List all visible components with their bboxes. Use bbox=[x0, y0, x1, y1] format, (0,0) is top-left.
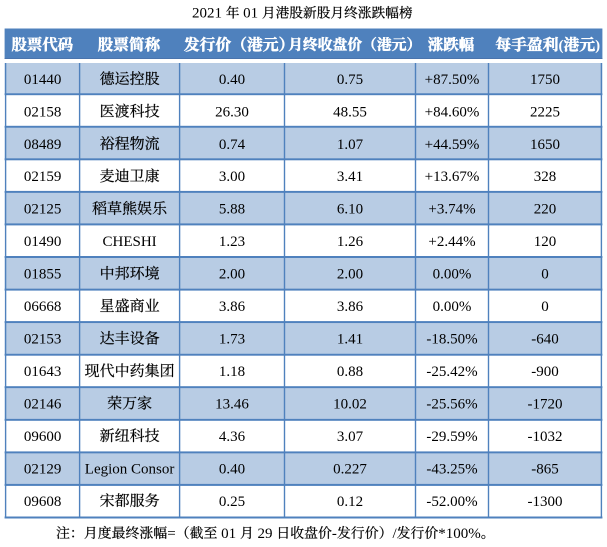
svg-text:01490: 01490 bbox=[24, 234, 62, 250]
svg-text:-1032: -1032 bbox=[528, 429, 563, 445]
svg-text:0.74: 0.74 bbox=[219, 137, 246, 153]
svg-text:): ) bbox=[595, 38, 600, 54]
svg-text:1.07: 1.07 bbox=[337, 137, 364, 153]
svg-text:1.26: 1.26 bbox=[337, 234, 364, 250]
svg-text:0.00%: 0.00% bbox=[433, 267, 472, 283]
svg-text:0.88: 0.88 bbox=[337, 364, 363, 380]
svg-text:01855: 01855 bbox=[24, 267, 62, 283]
svg-text:02158: 02158 bbox=[24, 104, 62, 120]
svg-text:-29.59%: -29.59% bbox=[426, 429, 477, 445]
svg-text:CHESHI: CHESHI bbox=[103, 234, 157, 250]
svg-text:4.36: 4.36 bbox=[219, 429, 246, 445]
svg-text:13.46: 13.46 bbox=[215, 396, 249, 412]
svg-text:2225: 2225 bbox=[530, 104, 560, 120]
svg-text:0.25: 0.25 bbox=[219, 494, 245, 510]
svg-text:01: 01 bbox=[217, 526, 240, 542]
svg-text:02159: 02159 bbox=[24, 169, 62, 185]
svg-text:-1300: -1300 bbox=[528, 494, 563, 510]
svg-text:01440: 01440 bbox=[24, 72, 62, 88]
svg-text:1.41: 1.41 bbox=[337, 332, 363, 348]
svg-text:+3.74%: +3.74% bbox=[428, 202, 475, 218]
svg-text:+13.67%: +13.67% bbox=[425, 169, 480, 185]
svg-text:3.86: 3.86 bbox=[219, 299, 246, 315]
svg-text:48.55: 48.55 bbox=[333, 104, 367, 120]
svg-text:6.10: 6.10 bbox=[337, 202, 363, 218]
svg-text:02125: 02125 bbox=[24, 202, 62, 218]
svg-text:1.18: 1.18 bbox=[219, 364, 245, 380]
svg-text:=: = bbox=[167, 526, 175, 542]
svg-text:-: - bbox=[332, 526, 337, 542]
svg-text:-18.50%: -18.50% bbox=[426, 332, 477, 348]
svg-text:120: 120 bbox=[534, 234, 557, 250]
svg-text:0.00%: 0.00% bbox=[433, 299, 472, 315]
svg-text:0.40: 0.40 bbox=[219, 461, 245, 477]
svg-text:-25.42%: -25.42% bbox=[426, 364, 477, 380]
svg-text:+44.59%: +44.59% bbox=[425, 137, 480, 153]
svg-text:5.88: 5.88 bbox=[219, 202, 245, 218]
svg-text:0.75: 0.75 bbox=[337, 72, 363, 88]
svg-text:-640: -640 bbox=[531, 332, 559, 348]
svg-text:-43.25%: -43.25% bbox=[426, 461, 477, 477]
svg-text:29: 29 bbox=[254, 526, 276, 542]
svg-text:01643: 01643 bbox=[24, 364, 62, 380]
svg-text:0: 0 bbox=[541, 267, 549, 283]
svg-text:3.00: 3.00 bbox=[219, 169, 245, 185]
svg-text:1650: 1650 bbox=[530, 137, 560, 153]
svg-text:2021: 2021 bbox=[192, 6, 226, 22]
svg-text:01: 01 bbox=[239, 6, 262, 22]
svg-text:08489: 08489 bbox=[24, 137, 62, 153]
svg-text:+87.50%: +87.50% bbox=[425, 72, 480, 88]
svg-text:+2.44%: +2.44% bbox=[428, 234, 475, 250]
svg-text:+84.60%: +84.60% bbox=[425, 104, 480, 120]
svg-text:09608: 09608 bbox=[24, 494, 62, 510]
svg-text:2.00: 2.00 bbox=[337, 267, 363, 283]
svg-text:1750: 1750 bbox=[530, 72, 560, 88]
svg-text:Legion Consor: Legion Consor bbox=[85, 461, 175, 477]
svg-text:26.30: 26.30 bbox=[215, 104, 249, 120]
svg-text:02146: 02146 bbox=[24, 396, 62, 412]
svg-text:-25.56%: -25.56% bbox=[426, 396, 477, 412]
svg-text:-865: -865 bbox=[531, 461, 559, 477]
svg-text:0.227: 0.227 bbox=[333, 461, 367, 477]
svg-text:-52.00%: -52.00% bbox=[426, 494, 477, 510]
svg-text:06668: 06668 bbox=[24, 299, 62, 315]
svg-text:02153: 02153 bbox=[24, 332, 62, 348]
svg-text:0: 0 bbox=[541, 299, 549, 315]
svg-text:/: / bbox=[393, 526, 398, 542]
svg-text:3.86: 3.86 bbox=[337, 299, 364, 315]
svg-text:1.73: 1.73 bbox=[219, 332, 245, 348]
svg-text:1.23: 1.23 bbox=[219, 234, 245, 250]
svg-text:09600: 09600 bbox=[24, 429, 62, 445]
svg-text:0.40: 0.40 bbox=[219, 72, 245, 88]
svg-text:0.12: 0.12 bbox=[337, 494, 363, 510]
svg-text:10.02: 10.02 bbox=[333, 396, 367, 412]
svg-text:-900: -900 bbox=[531, 364, 559, 380]
svg-text:-1720: -1720 bbox=[528, 396, 563, 412]
svg-text:(: ( bbox=[559, 38, 564, 54]
svg-text:*100%: *100% bbox=[438, 526, 481, 542]
svg-text:2.00: 2.00 bbox=[219, 267, 245, 283]
svg-text:3.07: 3.07 bbox=[337, 429, 364, 445]
svg-text:220: 220 bbox=[534, 202, 557, 218]
svg-text:02129: 02129 bbox=[24, 461, 62, 477]
svg-text:3.41: 3.41 bbox=[337, 169, 363, 185]
svg-text:328: 328 bbox=[534, 169, 557, 185]
